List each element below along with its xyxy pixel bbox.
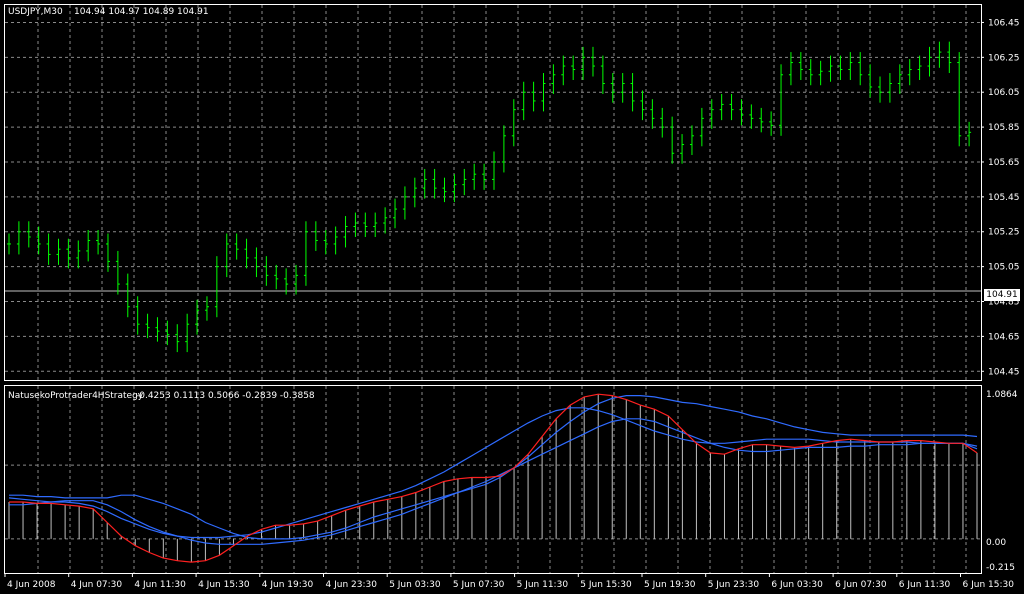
indicator-panel-frame xyxy=(4,385,982,574)
time-tick-label: 4 Jun 07:30 xyxy=(71,580,123,590)
time-tick-label: 4 Jun 15:30 xyxy=(198,580,250,590)
time-tick-label: 5 Jun 03:30 xyxy=(389,580,441,590)
indicator-blue-line-3 xyxy=(9,418,978,545)
price-tick-label: 104.65 xyxy=(988,332,1020,342)
time-tick-label: 6 Jun 15:30 xyxy=(963,580,1015,590)
indicator-scale: 1.0864 0.00 -0.215 xyxy=(986,390,1018,573)
indicator-red-line xyxy=(9,393,978,563)
time-tick-label: 6 Jun 03:30 xyxy=(771,580,823,590)
indicator-scale-min: -0.215 xyxy=(986,563,1015,573)
indicator-scale-zero: 0.00 xyxy=(986,538,1006,548)
price-tick-label: 106.45 xyxy=(988,18,1020,28)
indicator-lines xyxy=(8,393,978,563)
time-tick-label: 4 Jun 19:30 xyxy=(262,580,314,590)
price-tick-label: 106.05 xyxy=(988,88,1020,98)
time-tick-label: 5 Jun 11:30 xyxy=(517,580,569,590)
price-tick-label: 106.25 xyxy=(988,53,1020,63)
price-tick-label: 104.85 xyxy=(988,298,1020,308)
price-tick-label: 105.85 xyxy=(988,123,1020,133)
time-tick-label: 4 Jun 2008 xyxy=(7,580,56,590)
indicator-name: NatusekoProtrader4HStrategy xyxy=(8,391,144,401)
time-tick-label: 4 Jun 23:30 xyxy=(326,580,378,590)
symbol-label: USDJPY,M30 xyxy=(8,7,63,17)
price-tick-label: 105.05 xyxy=(988,263,1020,273)
price-scale: 106.45 106.25 106.05 105.85 105.65 105.45 105.… xyxy=(981,18,1020,377)
time-tick-label: 5 Jun 19:30 xyxy=(644,580,696,590)
indicator-blue-line-2 xyxy=(8,407,978,539)
indicator-values: -0.4253 0.1113 0.5066 -0.2839 -0.3858 xyxy=(136,391,315,401)
time-tick-label: 5 Jun 07:30 xyxy=(453,580,505,590)
time-tick-label: 6 Jun 11:30 xyxy=(899,580,951,590)
price-tick-label: 105.25 xyxy=(988,228,1020,238)
grid xyxy=(5,5,981,573)
time-tick-label: 5 Jun 23:30 xyxy=(708,580,760,590)
current-price-label: 104.91 xyxy=(984,289,1020,301)
price-bars xyxy=(7,41,972,353)
indicator-scale-max: 1.0864 xyxy=(986,390,1018,400)
time-axis: 4 Jun 2008 4 Jun 07:30 4 Jun 11:30 4 Jun 15… xyxy=(4,573,1015,590)
indicator-blue-line-1 xyxy=(9,395,978,540)
time-tick-label: 5 Jun 15:30 xyxy=(580,580,632,590)
main-panel-frame xyxy=(4,4,982,381)
time-tick-label: 6 Jun 07:30 xyxy=(835,580,887,590)
price-tick-label: 105.65 xyxy=(988,158,1020,168)
ohlc-values: 104.94 104.97 104.89 104.91 xyxy=(74,7,209,17)
price-tick-label: 104.45 xyxy=(988,367,1020,377)
indicator-histogram xyxy=(8,394,978,563)
price-tick-label: 105.45 xyxy=(988,193,1020,203)
time-tick-label: 4 Jun 11:30 xyxy=(134,580,186,590)
